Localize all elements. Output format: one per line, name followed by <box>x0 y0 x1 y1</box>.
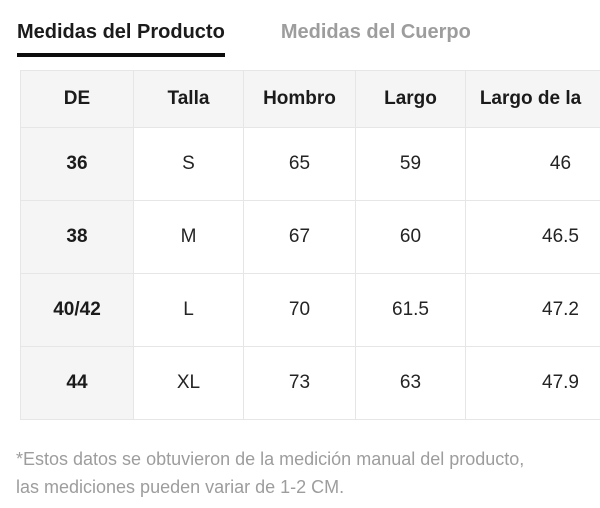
measurement-disclaimer: *Estos datos se obtuvieron de la medició… <box>16 445 584 501</box>
header-cell-talla: Talla <box>133 70 244 128</box>
header-cell-de: DE <box>20 70 134 128</box>
size-cell: M <box>133 200 244 274</box>
size-cell: 65 <box>243 127 356 201</box>
disclaimer-line-2: las mediciones pueden variar de 1-2 CM. <box>16 477 345 497</box>
size-cell: 44 <box>20 346 134 420</box>
size-cell: 47.2 <box>465 273 600 347</box>
tab-product-measurements[interactable]: Medidas del Producto <box>17 20 225 57</box>
tab-body-measurements[interactable]: Medidas del Cuerpo <box>280 21 471 43</box>
size-cell: 61.5 <box>355 273 466 347</box>
size-cell: 46 <box>465 127 600 201</box>
size-table-viewport[interactable]: DE Talla Hombro Largo Largo de la 36 S 6… <box>20 70 600 420</box>
table-row: 44 XL 73 63 47.9 <box>20 346 600 420</box>
table-row: 40/42 L 70 61.5 47.2 <box>20 273 600 347</box>
size-cell: 47.9 <box>465 346 600 420</box>
size-cell: 60 <box>355 200 466 274</box>
size-cell: 38 <box>20 200 134 274</box>
tabs-bar: Medidas del Producto Medidas del Cuerpo <box>0 0 600 57</box>
disclaimer-line-1: *Estos datos se obtuvieron de la medició… <box>16 449 525 469</box>
size-cell: 63 <box>355 346 466 420</box>
table-row: 38 M 67 60 46.5 <box>20 200 600 274</box>
size-cell: 73 <box>243 346 356 420</box>
size-cell: 59 <box>355 127 466 201</box>
header-row: DE Talla Hombro Largo Largo de la <box>20 70 600 128</box>
size-cell: 36 <box>20 127 134 201</box>
size-cell: XL <box>133 346 244 420</box>
header-cell-largo: Largo <box>355 70 466 128</box>
size-cell: 46.5 <box>465 200 600 274</box>
size-cell: 67 <box>243 200 356 274</box>
header-cell-hombro: Hombro <box>243 70 356 128</box>
size-cell: S <box>133 127 244 201</box>
table-row: 36 S 65 59 46 <box>20 127 600 201</box>
header-cell-largo-de-la: Largo de la <box>465 70 600 128</box>
size-cell: 70 <box>243 273 356 347</box>
size-table: DE Talla Hombro Largo Largo de la 36 S 6… <box>20 70 600 420</box>
size-cell: 40/42 <box>20 273 134 347</box>
size-cell: L <box>133 273 244 347</box>
